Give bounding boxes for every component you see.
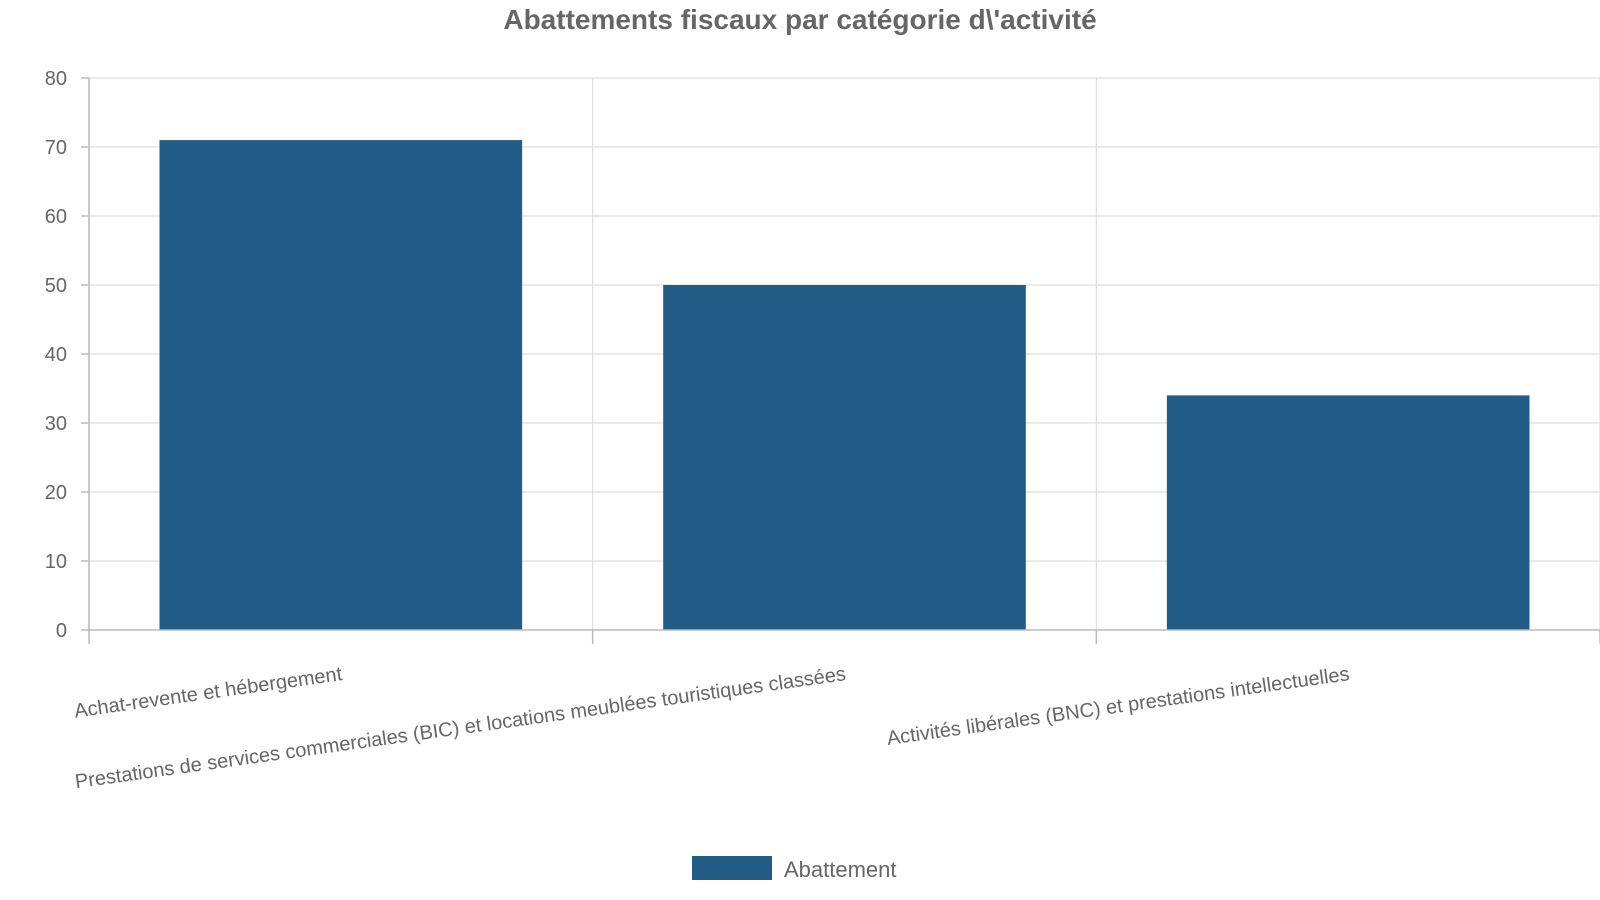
bars (159, 140, 1530, 630)
legend[interactable]: Abattement (692, 856, 897, 882)
bar[interactable] (159, 140, 523, 630)
x-tick-label: Prestations de services commerciales (BI… (74, 663, 848, 793)
y-tick-label: 80 (45, 68, 67, 90)
y-tick-label: 70 (45, 137, 67, 159)
y-tick-label: 0 (56, 620, 67, 642)
bar[interactable] (663, 285, 1026, 630)
x-tick-label: Achat-revente et hébergement (73, 663, 344, 722)
legend-label[interactable]: Abattement (784, 857, 897, 882)
x-tick-labels: Achat-revente et hébergementPrestations … (73, 663, 1351, 793)
y-tick-label: 10 (45, 551, 67, 573)
y-tick-label: 40 (45, 344, 67, 366)
y-tick-labels: 0 10 20 30 40 50 60 70 80 (45, 68, 67, 642)
y-tick-label: 20 (45, 482, 67, 504)
y-tick-label: 50 (45, 275, 67, 297)
chart-title: Abattements fiscaux par catégorie d\'act… (503, 4, 1096, 35)
axes (81, 77, 1600, 644)
legend-swatch[interactable] (692, 856, 772, 880)
x-tick-label: Activités libérales (BNC) et prestations… (885, 663, 1350, 750)
y-tick-label: 60 (45, 206, 67, 228)
bar[interactable] (1166, 395, 1530, 630)
y-tick-label: 30 (45, 413, 67, 435)
